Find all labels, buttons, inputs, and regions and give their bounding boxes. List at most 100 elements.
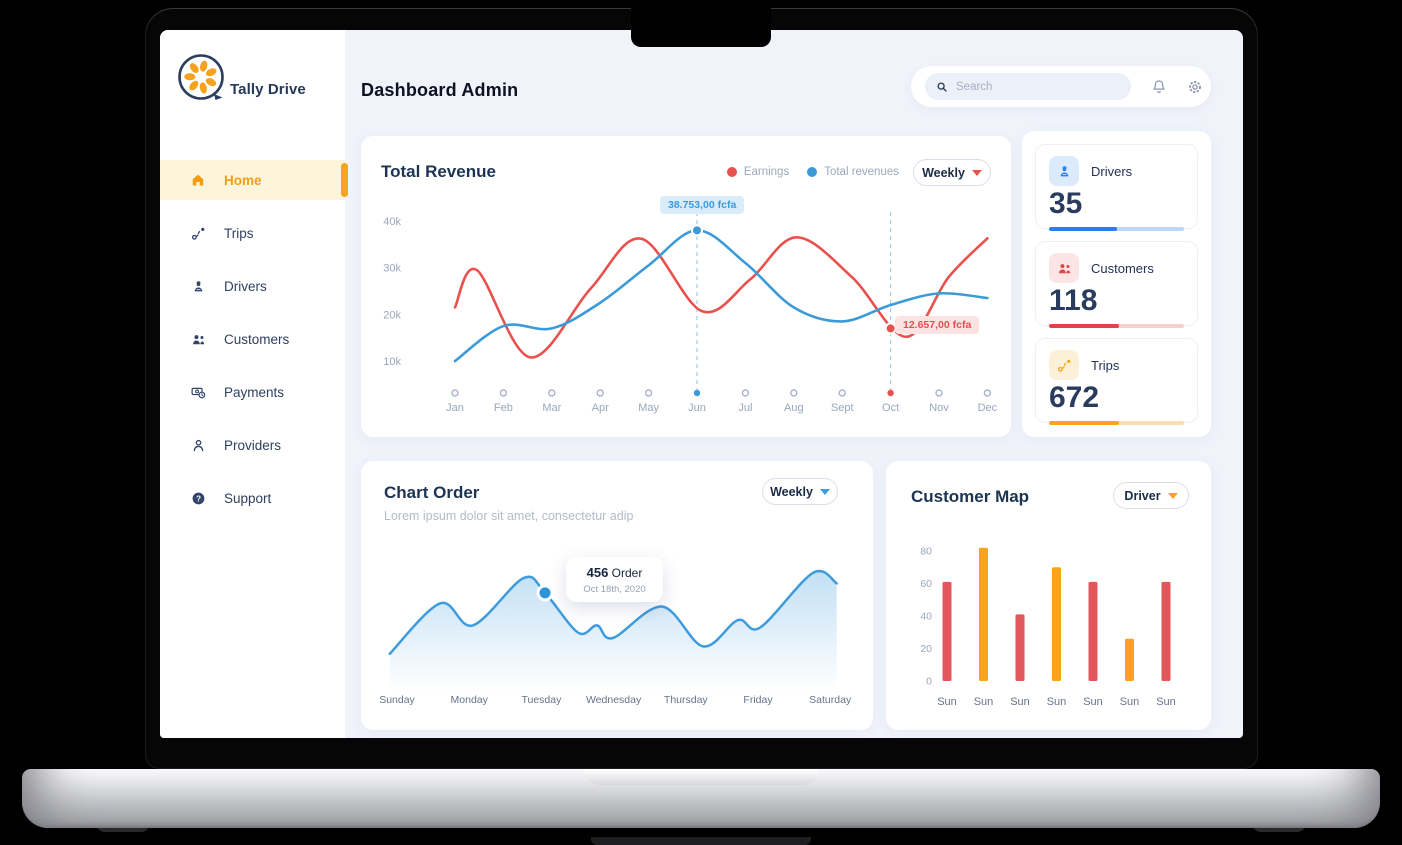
sidebar-item-label: Trips — [224, 225, 254, 241]
sidebar-item-label: Providers — [224, 437, 282, 453]
laptop-screen: Tally Drive Home Trips Drivers Customers Pay… — [145, 8, 1258, 769]
sidebar-item-label: Drivers — [224, 278, 267, 294]
stat-label: Drivers — [1091, 163, 1133, 179]
svg-text:Sun: Sun — [1120, 696, 1140, 708]
stat-progress-bar — [1049, 227, 1184, 231]
svg-text:Mar: Mar — [542, 402, 561, 414]
svg-text:Sun: Sun — [1047, 696, 1067, 708]
order-title: Chart Order — [384, 483, 480, 502]
legend-item-total-revenues: Total revenues — [807, 166, 899, 178]
sidebar: Tally Drive Home Trips Drivers Customers Pay… — [160, 30, 348, 738]
order-area-chart: Sunday Monday Tuesday Wednesday Thursday Frid… — [379, 569, 852, 706]
customers-icon — [1049, 253, 1079, 283]
sidebar-item-support[interactable]: ? Support — [160, 478, 345, 518]
search-box[interactable] — [925, 73, 1131, 100]
sidebar-item-trips[interactable]: Trips — [160, 213, 345, 253]
svg-text:Apr: Apr — [592, 402, 609, 414]
sidebar-item-providers[interactable]: Providers — [160, 425, 345, 465]
order-tooltip-unit: Order — [611, 566, 643, 580]
sidebar-item-label: Home — [224, 172, 262, 188]
revenue-legend: Earnings Total revenues — [726, 166, 899, 178]
support-icon: ? — [190, 490, 206, 506]
chevron-down-icon — [971, 170, 982, 176]
customers-icon — [190, 331, 206, 347]
svg-text:Aug: Aug — [784, 402, 804, 414]
map-filter-label: Driver — [1124, 488, 1161, 503]
stat-card-customers: Customers 118 — [1035, 241, 1198, 328]
customer-map-card: Customer Map Driver 0 20 40 60 80 Sun Sun Sun Su… — [886, 461, 1211, 730]
search-input[interactable] — [956, 80, 1106, 93]
revenue-period-label: Weekly — [922, 165, 965, 180]
topbar — [911, 66, 1211, 107]
stat-value: 672 — [1049, 381, 1100, 414]
trips-icon — [1049, 350, 1079, 380]
svg-text:Wednesday: Wednesday — [586, 694, 642, 706]
svg-text:Dec: Dec — [978, 402, 998, 414]
revenue-title: Total Revenue — [381, 162, 496, 181]
sidebar-item-home[interactable]: Home — [160, 160, 348, 200]
sidebar-menu: Home Trips Drivers Customers Payments Provide… — [160, 160, 348, 531]
svg-text:30k: 30k — [383, 263, 401, 275]
search-icon — [935, 80, 949, 94]
revenue-tooltip-red: 12.657,00 fcfa — [895, 316, 980, 334]
chevron-down-icon — [1167, 493, 1178, 499]
page-title: Dashboard Admin — [361, 80, 519, 100]
svg-text:Sun: Sun — [974, 696, 994, 708]
stat-card-trips: Trips 672 — [1035, 338, 1198, 425]
drivers-icon — [1049, 156, 1079, 186]
svg-text:Sept: Sept — [831, 402, 854, 414]
svg-text:Sun: Sun — [937, 696, 957, 708]
svg-text:0: 0 — [926, 676, 932, 688]
payments-icon — [190, 384, 206, 400]
revenue-line-chart: 40k 30k 20k 10k Jan Feb Mar Apr May Jun Jul Aug Sept… — [383, 212, 998, 414]
legend-item-earnings: Earnings — [726, 166, 789, 178]
stat-value: 118 — [1049, 284, 1098, 317]
settings-gear-icon[interactable] — [1187, 79, 1203, 95]
stat-value: 35 — [1049, 187, 1083, 220]
map-filter-dropdown[interactable]: Driver — [1113, 482, 1189, 509]
sidebar-item-customers[interactable]: Customers — [160, 319, 345, 359]
customer-map-bar-chart: 0 20 40 60 80 Sun Sun Sun Sun Sun Sun Sun — [920, 546, 1175, 709]
laptop-base-notch — [584, 769, 818, 785]
svg-text:Jan: Jan — [446, 402, 464, 414]
order-period-label: Weekly — [770, 484, 813, 499]
laptop-notch — [631, 8, 771, 47]
svg-text:Sun: Sun — [1083, 696, 1103, 708]
svg-text:40k: 40k — [383, 216, 401, 228]
notifications-bell-icon[interactable] — [1151, 79, 1167, 95]
svg-text:Sun: Sun — [1010, 696, 1030, 708]
order-tooltip-date: Oct 18th, 2020 — [583, 584, 646, 595]
svg-text:20: 20 — [920, 643, 932, 655]
chart-order-card: Chart Order Lorem ipsum dolor sit amet, … — [361, 461, 873, 730]
svg-text:Friday: Friday — [743, 694, 773, 706]
brand-logo: Tally Drive — [176, 52, 306, 104]
stat-card-drivers: Drivers 35 — [1035, 144, 1198, 231]
sidebar-item-payments[interactable]: Payments — [160, 372, 345, 412]
chevron-down-icon — [819, 489, 830, 495]
app-window: Tally Drive Home Trips Drivers Customers Pay… — [160, 30, 1243, 738]
laptop-reflection — [591, 837, 811, 845]
order-period-dropdown[interactable]: Weekly — [762, 478, 838, 505]
svg-text:Tuesday: Tuesday — [521, 694, 562, 706]
svg-text:60: 60 — [920, 578, 932, 590]
sidebar-item-drivers[interactable]: Drivers — [160, 266, 345, 306]
stats-panel: Drivers 35 Customers 118 Trips 672 — [1022, 131, 1211, 437]
svg-text:May: May — [638, 402, 659, 414]
tally-drive-logo-icon — [178, 54, 224, 100]
svg-text:Jul: Jul — [738, 402, 752, 414]
svg-text:10k: 10k — [383, 356, 401, 368]
stat-progress-bar — [1049, 324, 1184, 328]
svg-text:Oct: Oct — [882, 402, 899, 414]
svg-text:?: ? — [196, 494, 201, 503]
revenue-period-dropdown[interactable]: Weekly — [913, 159, 991, 186]
svg-text:Sunday: Sunday — [379, 694, 415, 706]
order-tooltip-value: 456 — [586, 565, 609, 580]
stat-progress-bar — [1049, 421, 1184, 425]
svg-text:Jun: Jun — [688, 402, 706, 414]
order-tooltip: 456 Order Oct 18th, 2020 — [566, 557, 663, 602]
order-subtitle: Lorem ipsum dolor sit amet, consectetur … — [384, 509, 634, 523]
svg-text:Nov: Nov — [929, 402, 949, 414]
trips-icon — [190, 225, 206, 241]
sidebar-item-label: Customers — [224, 331, 290, 347]
total-revenue-card: Total Revenue Earnings Total revenues Wee… — [361, 136, 1011, 437]
